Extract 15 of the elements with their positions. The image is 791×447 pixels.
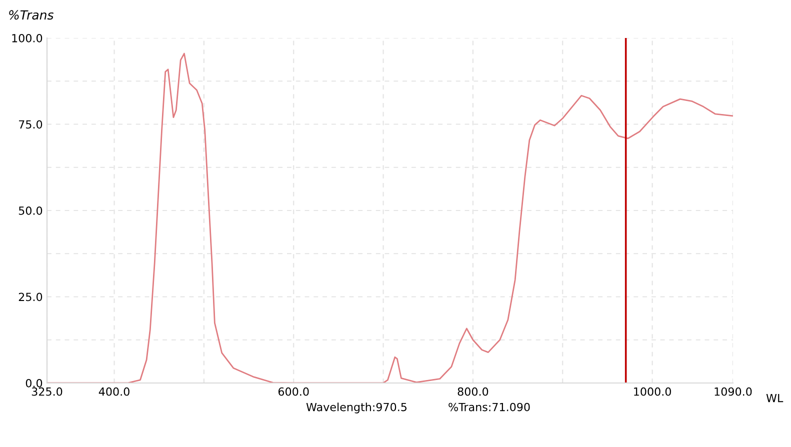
x-tick-label: 1000.0	[634, 387, 671, 396]
y-tick-label: 50.0	[18, 206, 42, 215]
y-tick-label: 0.0	[26, 378, 42, 388]
x-tick-label: 400.0	[98, 387, 130, 396]
x-tick-label: 325.0	[32, 387, 62, 396]
y-tick-label: 25.0	[18, 292, 42, 302]
x-tick-label: 1090.0	[714, 387, 752, 396]
x-tick-label: 800.0	[458, 387, 488, 396]
text: %Trans:71.090	[448, 402, 530, 412]
text: Wavelength:970.5	[306, 402, 406, 414]
y-tick-label: 100.0	[12, 34, 42, 42]
y-axis-title: %Trans	[9, 10, 54, 20]
x-tick-label: 600.0	[278, 387, 309, 396]
y-tick-label: 75.0	[19, 120, 42, 129]
x-axis-title: WL	[766, 394, 784, 402]
